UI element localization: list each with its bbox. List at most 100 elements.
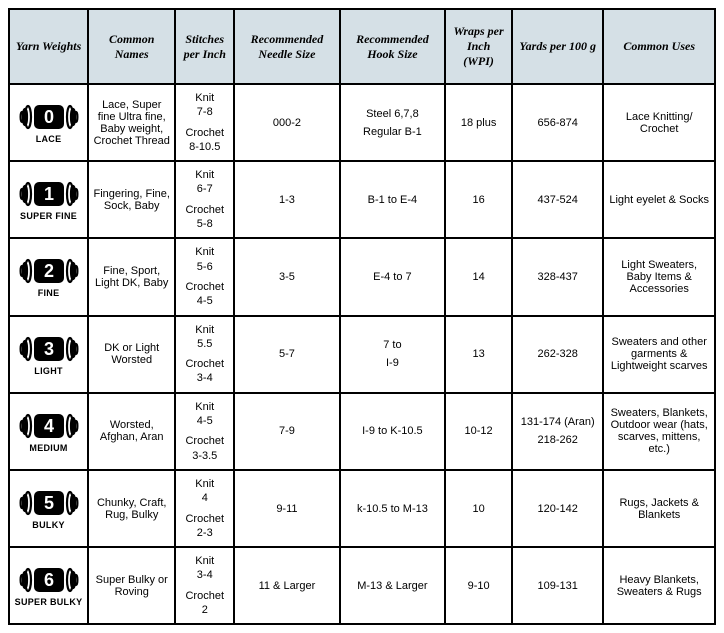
skein-icon: 5 (18, 497, 80, 509)
hdr-yards: Yards per 100 g (512, 9, 603, 84)
weight-cell: 5 BULKY (9, 470, 88, 547)
crochet-label: Crochet (180, 126, 229, 140)
knit-value: 3-4 (180, 568, 229, 582)
common-uses: Rugs, Jackets & Blankets (603, 470, 715, 547)
stitches-per-inch: Knit5.5 Crochet3-4 (175, 316, 234, 393)
svg-text:1: 1 (44, 184, 54, 204)
needle-size: 3-5 (234, 238, 339, 315)
crochet-value: 2 (180, 603, 229, 617)
yards-line2: 218-262 (517, 434, 598, 446)
yards-per-100g: 109-131 (512, 547, 603, 624)
crochet-label: Crochet (180, 280, 229, 294)
table-row: 0 LACELace, Super fine Ultra fine, Baby w… (9, 84, 715, 161)
needle-size: 7-9 (234, 393, 339, 470)
needle-size: 1-3 (234, 161, 339, 238)
hook-line2: I-9 (345, 357, 440, 369)
svg-text:3: 3 (44, 339, 54, 359)
hook-line2: Regular B-1 (345, 126, 440, 138)
weight-cell: 4MEDIUM (9, 393, 88, 470)
knit-label: Knit (180, 400, 229, 414)
common-uses: Lace Knitting/ Crochet (603, 84, 715, 161)
hdr-names: Common Names (88, 9, 175, 84)
header-row: Yarn Weights Common Names Stitches per I… (9, 9, 715, 84)
yards-per-100g: 328-437 (512, 238, 603, 315)
hook-line1: Steel 6,7,8 (345, 108, 440, 120)
hook-size: M-13 & Larger (340, 547, 445, 624)
knit-label: Knit (180, 554, 229, 568)
hdr-weights: Yarn Weights (9, 9, 88, 84)
crochet-value: 3-3.5 (180, 449, 229, 463)
hdr-wpi: Wraps per Inch (WPI) (445, 9, 512, 84)
table-row: 1SUPER FINEFingering, Fine, Sock, BabyKn… (9, 161, 715, 238)
knit-label: Knit (180, 245, 229, 259)
hook-line1: I-9 to K-10.5 (345, 425, 440, 437)
stitches-per-inch: Knit4Crochet2-3 (175, 470, 234, 547)
table-row: 2FINEFine, Sport, Light DK, BabyKnit5-6C… (9, 238, 715, 315)
hdr-needle: Recommended Needle Size (234, 9, 339, 84)
weight-label: BULKY (12, 520, 85, 530)
wraps-per-inch: 10-12 (445, 393, 512, 470)
hook-line1: E-4 to 7 (345, 271, 440, 283)
hook-size: B-1 to E-4 (340, 161, 445, 238)
common-names: Super Bulky or Roving (88, 547, 175, 624)
crochet-value: 5-8 (180, 217, 229, 231)
svg-text:0: 0 (44, 107, 54, 127)
weight-label: LACE (12, 134, 85, 144)
yarn-weight-table: Yarn Weights Common Names Stitches per I… (8, 8, 716, 625)
knit-value: 5.5 (180, 337, 229, 351)
hdr-hook: Recommended Hook Size (340, 9, 445, 84)
crochet-label: Crochet (180, 589, 229, 603)
common-names: Worsted, Afghan, Aran (88, 393, 175, 470)
common-names: Fine, Sport, Light DK, Baby (88, 238, 175, 315)
knit-value: 7-8 (180, 105, 229, 119)
weight-cell: 6SUPER BULKY (9, 547, 88, 624)
table-row: 6SUPER BULKYSuper Bulky or Roving Knit3-4… (9, 547, 715, 624)
yards-per-100g: 262-328 (512, 316, 603, 393)
knit-label: Knit (180, 91, 229, 105)
crochet-value: 2-3 (180, 526, 229, 540)
crochet-label: Crochet (180, 434, 229, 448)
crochet-label: Crochet (180, 357, 229, 371)
yards-per-100g: 437-524 (512, 161, 603, 238)
stitches-per-inch: Knit6-7Crochet5-8 (175, 161, 234, 238)
common-names: Lace, Super fine Ultra fine, Baby weight… (88, 84, 175, 161)
yards-per-100g: 656-874 (512, 84, 603, 161)
common-uses: Light Sweaters, Baby Items & Accessories (603, 238, 715, 315)
yards-per-100g: 131-174 (Aran) 218-262 (512, 393, 603, 470)
hook-size: Steel 6,7,8 Regular B-1 (340, 84, 445, 161)
weight-cell: 3LIGHT (9, 316, 88, 393)
wraps-per-inch: 18 plus (445, 84, 512, 161)
hook-line1: 7 to (345, 339, 440, 351)
hdr-stitches: Stitches per Inch (175, 9, 234, 84)
hook-size: E-4 to 7 (340, 238, 445, 315)
common-names: DK or Light Worsted (88, 316, 175, 393)
hook-line1: M-13 & Larger (345, 580, 440, 592)
yards-line1: 328-437 (517, 271, 598, 283)
needle-size: 5-7 (234, 316, 339, 393)
common-uses: Light eyelet & Socks (603, 161, 715, 238)
table-row: 4MEDIUMWorsted, Afghan, AranKnit4-5Croch… (9, 393, 715, 470)
needle-size: 11 & Larger (234, 547, 339, 624)
skein-icon: 3 (18, 343, 80, 355)
wraps-per-inch: 13 (445, 316, 512, 393)
skein-icon: 1 (18, 188, 80, 200)
common-uses: Sweaters and other garments & Lightweigh… (603, 316, 715, 393)
weight-cell: 1 SUPER FINE (9, 161, 88, 238)
wraps-per-inch: 9-10 (445, 547, 512, 624)
skein-icon: 6 (18, 574, 80, 586)
knit-value: 4 (180, 491, 229, 505)
yards-line1: 131-174 (Aran) (517, 416, 598, 428)
hook-line1: B-1 to E-4 (345, 194, 440, 206)
stitches-per-inch: Knit4-5Crochet3-3.5 (175, 393, 234, 470)
needle-size: 9-11 (234, 470, 339, 547)
svg-text:5: 5 (44, 493, 54, 513)
crochet-value: 3-4 (180, 371, 229, 385)
knit-label: Knit (180, 323, 229, 337)
yards-line1: 437-524 (517, 194, 598, 206)
weight-cell: 0 LACE (9, 84, 88, 161)
weight-label: SUPER FINE (12, 211, 85, 221)
svg-text:2: 2 (44, 261, 54, 281)
weight-label: FINE (12, 288, 85, 298)
weight-cell: 2 FINE (9, 238, 88, 315)
table-row: 5BULKYChunky, Craft, Rug, BulkyKnit4Croc… (9, 470, 715, 547)
